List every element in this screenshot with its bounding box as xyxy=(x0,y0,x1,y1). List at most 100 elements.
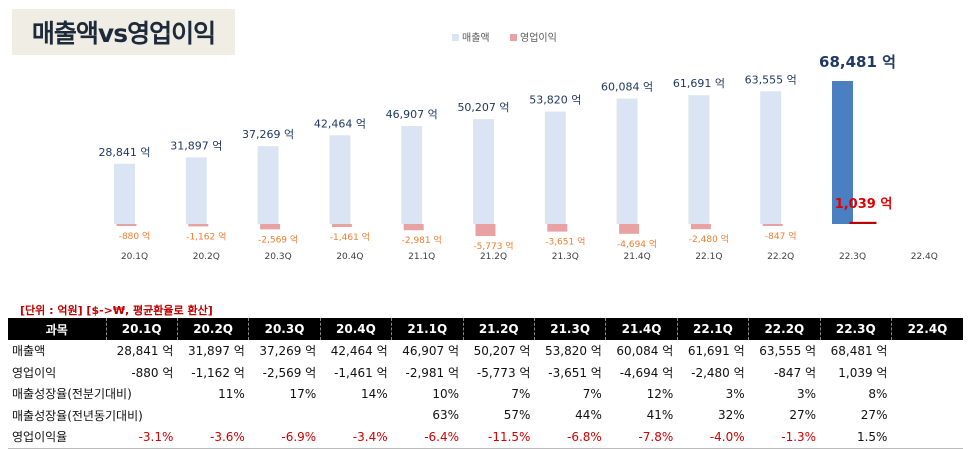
data-label-sales: 50,207 억 xyxy=(457,101,509,114)
x-tick-label: 20.2Q xyxy=(193,252,220,262)
legend-label-op: 영업이익 xyxy=(520,31,557,44)
bar-sales xyxy=(401,126,423,224)
table-cell: -1.3% xyxy=(748,426,821,449)
table-header-quarter: 20.3Q xyxy=(248,318,321,340)
table-cell: 10% xyxy=(432,386,460,401)
data-label-sales: 53,820 억 xyxy=(529,94,581,107)
table-cell: 63% xyxy=(432,408,460,423)
bar-sales xyxy=(473,119,494,224)
table-cell: 44% xyxy=(575,408,602,423)
table-header-quarter: 20.4Q xyxy=(319,318,392,340)
bar-op xyxy=(762,224,783,226)
bar-sales xyxy=(185,157,207,224)
x-tick-label: 20.4Q xyxy=(336,252,363,262)
table-cell: 1,039 억 xyxy=(838,365,888,380)
bar-sales xyxy=(544,111,566,224)
data-label-sales: 63,555 억 xyxy=(745,73,797,86)
table-cell: 68,481 억 xyxy=(830,344,888,359)
table-cell: -11.5% xyxy=(463,426,535,449)
table-cell: 7% xyxy=(582,386,602,401)
table-header-quarter: 20.2Q xyxy=(176,318,249,340)
table-cell: 50,207 억 xyxy=(473,344,531,359)
table-cell: 57% xyxy=(503,408,531,423)
table-cell: 1.5% xyxy=(820,426,892,449)
x-tick-label: 21.1Q xyxy=(408,252,435,262)
bar-sales xyxy=(760,91,782,224)
bar-sales xyxy=(688,95,710,224)
bar-op xyxy=(475,224,496,237)
data-label-op: -1,162 억 xyxy=(186,230,226,242)
x-tick-label: 22.4Q xyxy=(911,252,938,262)
bar-op xyxy=(260,224,281,230)
bar-op xyxy=(619,224,640,234)
bar-op xyxy=(116,224,137,226)
bar-op xyxy=(849,221,877,224)
bar-op xyxy=(403,224,424,231)
data-label-sales: 68,481 억 xyxy=(819,53,896,71)
table-cell: -2,569 억 xyxy=(262,365,317,380)
x-tick-label: 21.4Q xyxy=(624,252,651,262)
table-header-quarter: 21.1Q xyxy=(391,318,464,340)
bar-sales xyxy=(329,135,351,224)
table-cell xyxy=(891,340,963,362)
bar-op xyxy=(690,224,711,230)
bar-sales xyxy=(832,81,853,224)
table-cell: 12% xyxy=(646,386,674,401)
data-label-op: -880 억 xyxy=(119,230,151,242)
table-cell xyxy=(891,405,963,427)
table-cell: -1,162 억 xyxy=(191,365,245,380)
table-cell: 3% xyxy=(725,386,745,401)
table-header-quarter: 22.2Q xyxy=(748,318,821,340)
data-label-op: -4,694 억 xyxy=(617,238,657,250)
table-row: 매출액 28,841 억 31,897 억 37,269 억 42,464 억 46,90… xyxy=(8,340,963,362)
unit-note: [단위 : 억원] [$->₩, 평균환율로 환산] xyxy=(20,304,213,317)
table-cell: 3% xyxy=(797,386,817,401)
table-cell: 42,464 억 xyxy=(330,344,388,359)
bar-sales xyxy=(616,98,638,224)
table-cell: 28,841 억 xyxy=(116,344,174,359)
table-header-quarter: 22.4Q xyxy=(890,318,963,340)
sales-vs-op-chart: 매출액 영업이익 28,841 억 -880 억 20.1Q 31,897 억 -1,162… xyxy=(98,31,938,262)
x-tick-label: 20.1Q xyxy=(121,252,148,262)
table-cell: 14% xyxy=(360,386,388,401)
data-label-sales: 42,464 억 xyxy=(314,117,366,130)
data-table: 과목 20.1Q 20.2Q 20.3Q 20.4Q 21.1Q 21.2Q 21.3Q 21.… xyxy=(8,318,963,449)
table-cell: 11% xyxy=(218,386,245,401)
table-cell xyxy=(249,405,320,427)
data-label-op: -3,651 억 xyxy=(545,236,585,248)
data-label-sales: 37,269 억 xyxy=(242,128,294,141)
data-label-sales: 61,691 억 xyxy=(673,77,725,90)
table-cell xyxy=(891,383,963,405)
bar-op xyxy=(331,224,352,228)
legend-swatch-op xyxy=(510,34,517,41)
table-cell: -1,461 억 xyxy=(334,365,388,380)
table-cell: -3.1% xyxy=(106,426,178,449)
data-label-sales: 28,841 억 xyxy=(98,146,150,159)
table-cell: 41% xyxy=(646,408,674,423)
table-cell: 46,907 억 xyxy=(402,344,460,359)
table-header-row: 과목 20.1Q 20.2Q 20.3Q 20.4Q 21.1Q 21.2Q 21.3Q 21.… xyxy=(8,318,963,340)
table-cell: 63,555 억 xyxy=(759,344,817,359)
table-cell: -6.4% xyxy=(391,426,464,449)
data-label-sales: 60,084 억 xyxy=(601,81,653,94)
table-cell: -3,651 억 xyxy=(548,365,602,380)
table-cell: -2,480 억 xyxy=(691,365,745,380)
x-tick-label: 22.3Q xyxy=(839,252,866,262)
x-tick-label: 20.3Q xyxy=(265,252,292,262)
chart-title: 매출액vs영업이익 xyxy=(31,19,216,48)
table-header-quarter: 20.1Q xyxy=(105,318,178,340)
table-cell: -7.8% xyxy=(605,426,678,449)
row-label: 영업이익 xyxy=(12,365,57,380)
table-header-quarter: 21.3Q xyxy=(533,318,606,340)
table-cell: 8% xyxy=(868,386,888,401)
table-cell: -2,981 억 xyxy=(405,365,460,380)
table-row: 영업이익 -880 억 -1,162 억 -2,569 억 -1,461 억 -2,981… xyxy=(8,362,963,384)
table-cell xyxy=(177,405,248,427)
table-cell xyxy=(891,362,963,384)
table-cell: -5,773 억 xyxy=(476,365,531,380)
table-cell: -4.0% xyxy=(677,426,749,449)
table-cell: 37,269 억 xyxy=(259,344,317,359)
table-cell: 53,820 억 xyxy=(545,344,602,359)
table-cell xyxy=(891,426,963,449)
table-cell: 61,691 억 xyxy=(687,344,745,359)
